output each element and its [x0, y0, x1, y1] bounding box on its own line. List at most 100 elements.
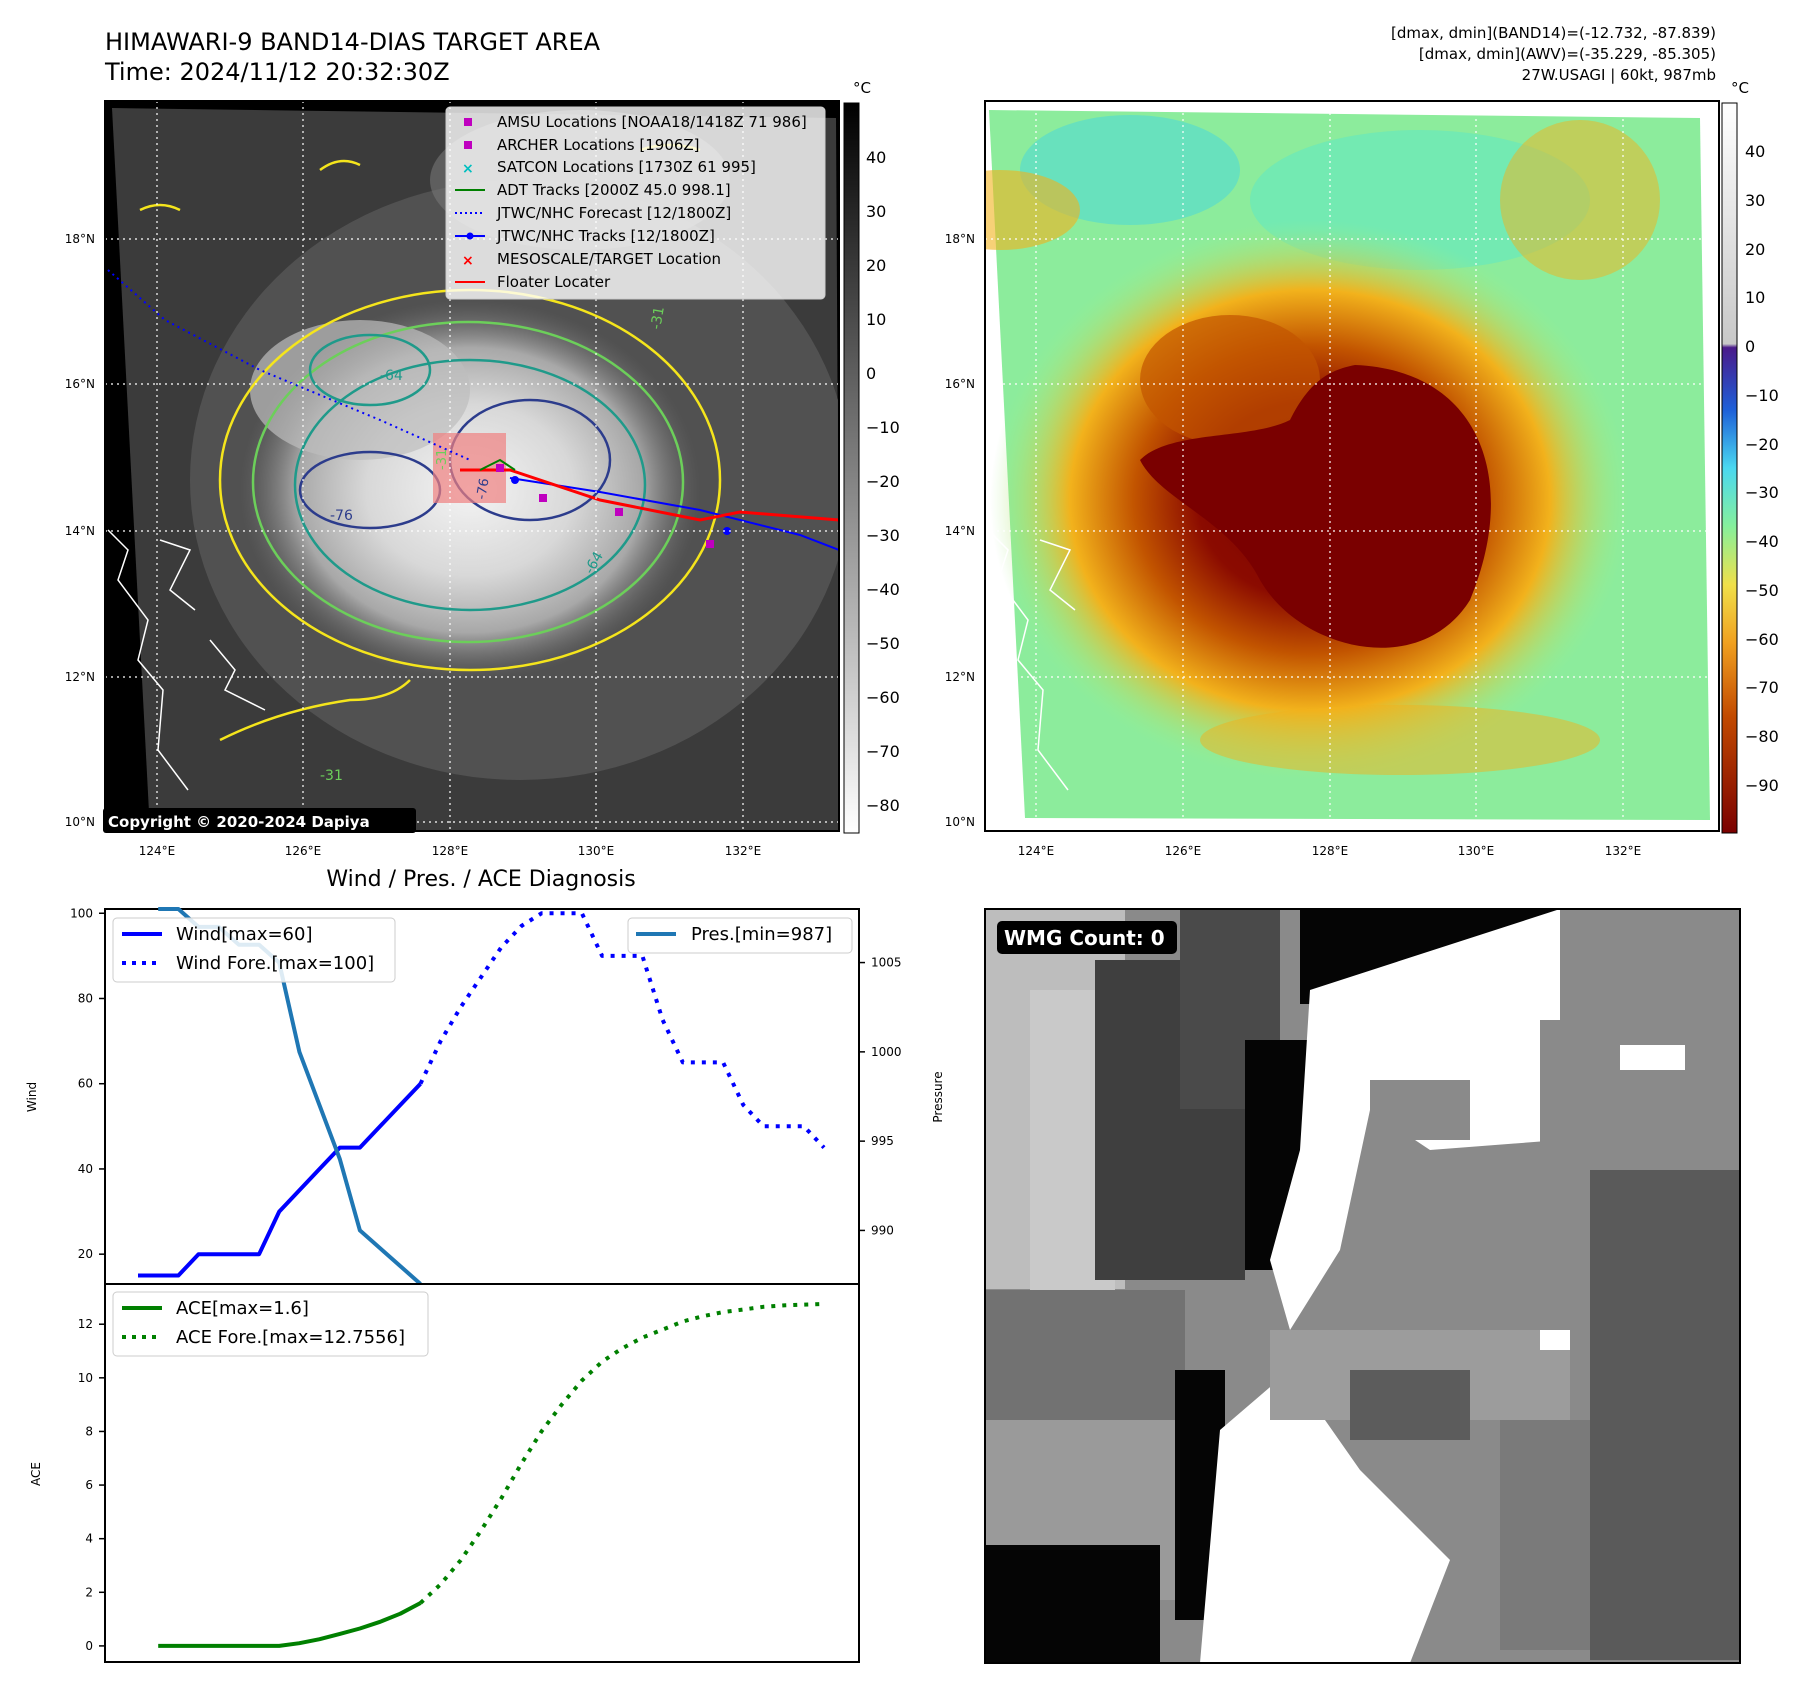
colorbar-tick: −60 [866, 688, 900, 707]
colorbar-tick: −80 [866, 796, 900, 815]
lon-label: 124°E [139, 844, 176, 858]
wind-legend-label: Wind[max=60] [176, 924, 313, 945]
wind-axis-label: Wind [25, 1082, 39, 1112]
figure-title: HIMAWARI-9 BAND14-DIAS TARGET AREA [105, 28, 601, 56]
lon-label: 128°E [432, 844, 469, 858]
ace-axis-label: ACE [29, 1462, 43, 1486]
figure-time: Time: 2024/11/12 20:32:30Z [104, 58, 450, 86]
colorbar-tick: −60 [1745, 630, 1779, 649]
wmg-frame [984, 908, 1741, 1664]
lon-label: 130°E [578, 844, 615, 858]
jtwc-track [509, 477, 839, 551]
pres-legend-box [627, 917, 853, 954]
lat-label: 14°N [945, 524, 975, 538]
colorbar-unit: °C [853, 79, 871, 97]
lat-label: 14°N [65, 524, 95, 538]
ace-ytick-label: 6 [85, 1478, 93, 1492]
pres-ytick-label: 1000 [871, 1045, 902, 1059]
legend-amsu: AMSU Locations [NOAA18/1418Z 71 986] [497, 113, 807, 131]
lon-label: 130°E [1458, 844, 1495, 858]
coastline-2 [987, 529, 1076, 791]
awv-core [1140, 365, 1491, 648]
ace-ytick-label: 8 [85, 1424, 93, 1438]
lat-label: 10°N [65, 815, 95, 829]
info-band14: [dmax, dmin](BAND14)=(-12.732, -87.839) [1391, 24, 1716, 42]
colorbar-tick: 40 [866, 148, 886, 167]
lon-label: 126°E [285, 844, 322, 858]
colorbar-tick: 20 [1745, 240, 1765, 259]
wind-fore-legend-label: Wind Fore.[max=100] [176, 953, 374, 974]
wind-legend-box [112, 917, 396, 983]
colorbar-tick: 20 [866, 256, 886, 275]
lon-label: 128°E [1312, 844, 1349, 858]
ace-ytick-label: 4 [85, 1532, 93, 1546]
contour-label: -64 [380, 368, 403, 384]
colorbar-tick: −80 [1745, 727, 1779, 746]
map-legend: AMSU Locations [NOAA18/1418Z 71 986] ARC… [445, 106, 826, 300]
wind-series-layer: 100 80 60 40 20 1005 1000 995 990 [70, 906, 902, 1286]
ace-series-layer: 12 10 8 6 4 2 0 [78, 1302, 825, 1653]
wmg-count-box [997, 921, 1177, 954]
lon-label: 132°E [1605, 844, 1642, 858]
lat-label: 18°N [945, 232, 975, 246]
pres-ytick-label: 995 [871, 1134, 894, 1148]
colorbar-gray-bar [843, 102, 860, 834]
colorbar-color: °C 40 30 20 10 0 −10 −20 −30 −40 −50 −60… [1721, 79, 1779, 834]
map2-axis-labels: 18°N 16°N 14°N 12°N 10°N 124°E 126°E 128… [945, 232, 1642, 858]
colorbar-tick: −30 [1745, 483, 1779, 502]
colorbar-tick: −70 [866, 742, 900, 761]
ir-map-panel: -31 -64 -76 -64 -31 -31 -76 Copyright © … [65, 100, 840, 858]
colorbar-tick: 0 [1745, 337, 1755, 356]
ace-legend-box [112, 1291, 429, 1357]
colorbar-tick: −10 [866, 418, 900, 437]
map2-frame [984, 100, 1720, 832]
series-line-ace [158, 1601, 422, 1648]
colorbar-tick: −40 [866, 580, 900, 599]
lat-label: 12°N [945, 670, 975, 684]
amsu-marker-icon [464, 118, 472, 126]
lat-label: 16°N [65, 377, 95, 391]
info-awv: [dmax, dmin](AWV)=(-35.229, -85.305) [1419, 45, 1716, 63]
series-line-wind [138, 1082, 422, 1278]
pressure-axis-label: Pressure [931, 1071, 945, 1122]
legend-satcon: SATCON Locations [1730Z 61 995] [497, 158, 756, 176]
colorbar-tick: −20 [866, 472, 900, 491]
lat-label: 18°N [65, 232, 95, 246]
awv-map-panel: 18°N 16°N 14°N 12°N 10°N 124°E 126°E 128… [945, 100, 1720, 858]
wind-ytick-label: 40 [78, 1162, 93, 1176]
copyright-text: Copyright © 2020-2024 Dapiya [108, 813, 370, 831]
satcon-marker-icon: × [462, 161, 474, 177]
colorbar-unit: °C [1731, 79, 1749, 97]
copyright-box [103, 808, 416, 833]
ace-ytick-label: 12 [78, 1317, 93, 1331]
pres-ytick-label: 1005 [871, 956, 902, 970]
legend-box [445, 106, 826, 300]
lat-label: 16°N [945, 377, 975, 391]
colorbar-tick: 30 [866, 202, 886, 221]
ace-chart: 12 10 8 6 4 2 0 ACE ACE[max=1.6] ACE Fore.[max… [29, 1283, 860, 1663]
colorbar-color-bar [1721, 102, 1738, 834]
ace-ytick-label: 10 [78, 1371, 93, 1385]
colorbar-tick: −30 [866, 526, 900, 545]
map-frame [104, 100, 840, 832]
legend-archer: ARCHER Locations [1906Z] [497, 136, 700, 154]
map1-axis-labels: 18°N 16°N 14°N 12°N 10°N 124°E 126°E 128… [65, 232, 762, 858]
legend-tracks: JTWC/NHC Tracks [12/1800Z] [496, 227, 715, 245]
lon-label: 126°E [1165, 844, 1202, 858]
legend-adt: ADT Tracks [2000Z 45.0 998.1] [497, 181, 731, 199]
contour-label: -31 [435, 449, 450, 470]
lat-label: 10°N [945, 815, 975, 829]
colorbar-tick: 10 [1745, 288, 1765, 307]
colorbar-tick: −10 [1745, 386, 1779, 405]
colorbar-gray: °C 40 30 20 10 0 −10 −20 −30 −40 −50 −60… [843, 79, 900, 834]
archer-marker-icon [464, 141, 472, 149]
colorbar-tick: 40 [1745, 142, 1765, 161]
pres-legend-label: Pres.[min=987] [691, 924, 832, 945]
colorbar-tick: −90 [1745, 776, 1779, 795]
ace-legend-label: ACE[max=1.6] [176, 1298, 309, 1319]
diagnosis-title: Wind / Pres. / ACE Diagnosis [326, 867, 635, 892]
ace-fore-legend-label: ACE Fore.[max=12.7556] [176, 1327, 405, 1348]
colorbar-tick: −50 [1745, 581, 1779, 600]
legend-forecast: JTWC/NHC Forecast [12/1800Z] [496, 204, 731, 222]
